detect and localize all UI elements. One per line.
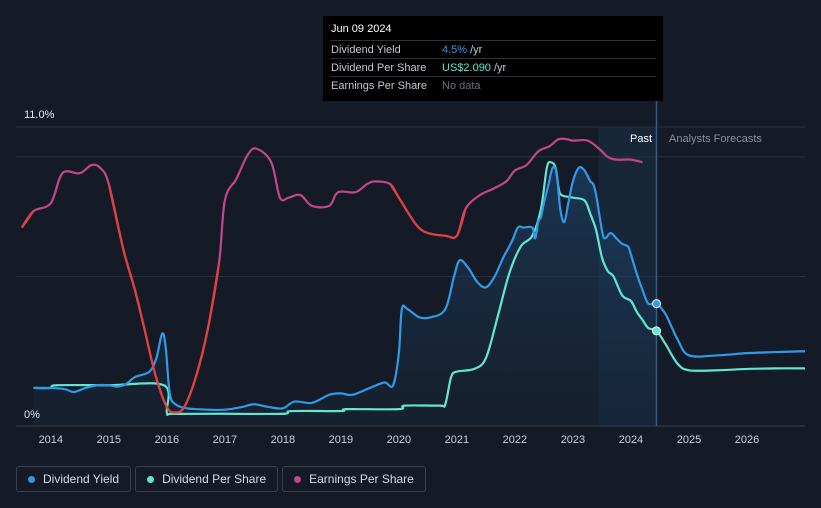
- tooltip-label: Dividend Per Share: [331, 61, 427, 74]
- tooltip-unit: /yr: [470, 43, 483, 56]
- tooltip-row-earnings-per-share: Earnings Per Share No data: [330, 76, 656, 94]
- earnings-per-share-dot-icon: [294, 475, 302, 483]
- dividend-yield-dot-icon: [28, 475, 35, 483]
- tooltip-value: 4.5%: [442, 43, 468, 56]
- dividend-per-share-dot-icon: [147, 475, 155, 483]
- tooltip-date: Jun 09 2024: [331, 23, 392, 35]
- x-tick-label: 2025: [677, 434, 701, 446]
- x-tick-label: 2020: [387, 434, 411, 446]
- earnings-per-share-dip-segment: [389, 183, 467, 239]
- tooltip-row-dividend-yield: Dividend Yield 4.5% /yr: [330, 40, 656, 58]
- y-tick-label-zero: 0%: [24, 409, 40, 421]
- dividend-yield-area: [33, 166, 657, 426]
- legend-item-dividend-per-share[interactable]: Dividend Per Share: [135, 466, 279, 492]
- legend-item-earnings-per-share[interactable]: Earnings Per Share: [282, 466, 426, 492]
- x-tick-label: 2026: [735, 434, 759, 446]
- dividend-per-share-line: [33, 160, 806, 416]
- earnings-per-share-start-segment: [20, 210, 35, 229]
- x-tick-label: 2021: [445, 434, 469, 446]
- legend: Dividend Yield Dividend Per Share Earnin…: [16, 466, 426, 492]
- dividend-yield-marker: [651, 299, 661, 309]
- x-tick-label: 2022: [503, 434, 527, 446]
- tooltip: Jun 09 2024 Dividend Yield 4.5% /yr Divi…: [323, 16, 663, 101]
- earnings-per-share-low-segment: [107, 183, 221, 414]
- x-axis: 2014 2015 2016 2017 2018 2019 2020 2021 2022 2023…: [39, 434, 760, 446]
- legend-label: Dividend Per Share: [162, 472, 267, 486]
- legend-label: Dividend Yield: [43, 472, 120, 486]
- tooltip-label: Earnings Per Share: [331, 79, 427, 92]
- x-tick-label: 2018: [271, 434, 295, 446]
- x-tick-label: 2017: [213, 434, 237, 446]
- dividend-yield-line: [33, 165, 806, 412]
- forecast-label: Analysts Forecasts: [669, 133, 762, 145]
- y-tick-label-max: 11.0%: [24, 109, 55, 121]
- tooltip-label: Dividend Yield: [331, 43, 401, 56]
- tooltip-row-dividend-per-share: Dividend Per Share US$2.090 /yr: [330, 58, 656, 76]
- x-tick-label: 2016: [155, 434, 179, 446]
- past-label: Past: [630, 133, 652, 145]
- tooltip-value: No data: [442, 79, 481, 92]
- tooltip-value: US$2.090: [442, 61, 491, 74]
- tooltip-unit: /yr: [493, 61, 507, 74]
- legend-item-dividend-yield[interactable]: Dividend Yield: [16, 466, 132, 492]
- legend-label: Earnings Per Share: [309, 472, 414, 486]
- x-tick-label: 2023: [561, 434, 585, 446]
- dividend-per-share-marker: [651, 326, 661, 336]
- x-tick-label: 2014: [39, 434, 63, 446]
- x-tick-label: 2024: [619, 434, 643, 446]
- x-tick-label: 2015: [97, 434, 121, 446]
- x-tick-label: 2019: [329, 434, 353, 446]
